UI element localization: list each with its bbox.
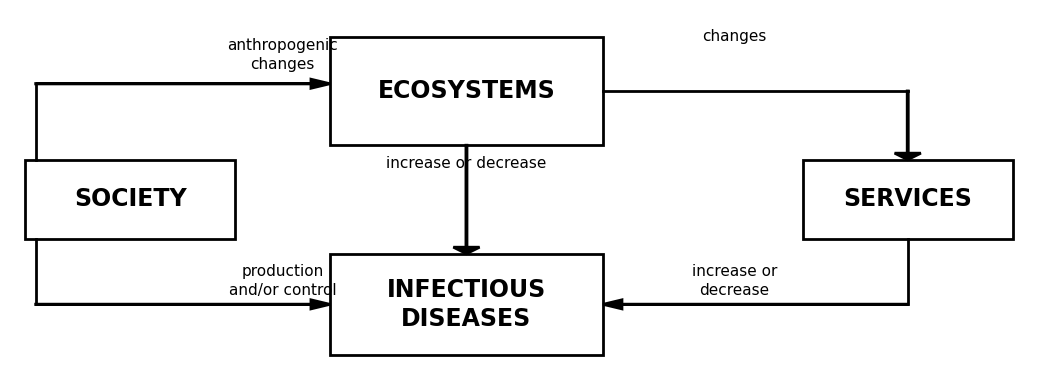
FancyArrow shape xyxy=(453,145,480,254)
Text: production
and/or control: production and/or control xyxy=(229,264,337,297)
Text: SERVICES: SERVICES xyxy=(843,188,972,212)
Bar xyxy=(803,160,1012,239)
Text: ECOSYSTEMS: ECOSYSTEMS xyxy=(378,79,555,103)
Text: INFECTIOUS
DISEASES: INFECTIOUS DISEASES xyxy=(387,278,546,331)
FancyArrow shape xyxy=(895,91,921,160)
Text: SOCIETY: SOCIETY xyxy=(74,188,186,212)
Bar xyxy=(25,160,235,239)
FancyArrow shape xyxy=(603,300,908,309)
FancyArrow shape xyxy=(36,79,329,88)
FancyArrow shape xyxy=(36,300,329,309)
Bar xyxy=(329,254,603,355)
Text: anthropogenic
changes: anthropogenic changes xyxy=(228,38,338,72)
Text: increase or
decrease: increase or decrease xyxy=(692,264,777,297)
Text: increase or decrease: increase or decrease xyxy=(387,156,546,171)
Bar xyxy=(329,37,603,145)
Text: changes: changes xyxy=(702,29,767,44)
